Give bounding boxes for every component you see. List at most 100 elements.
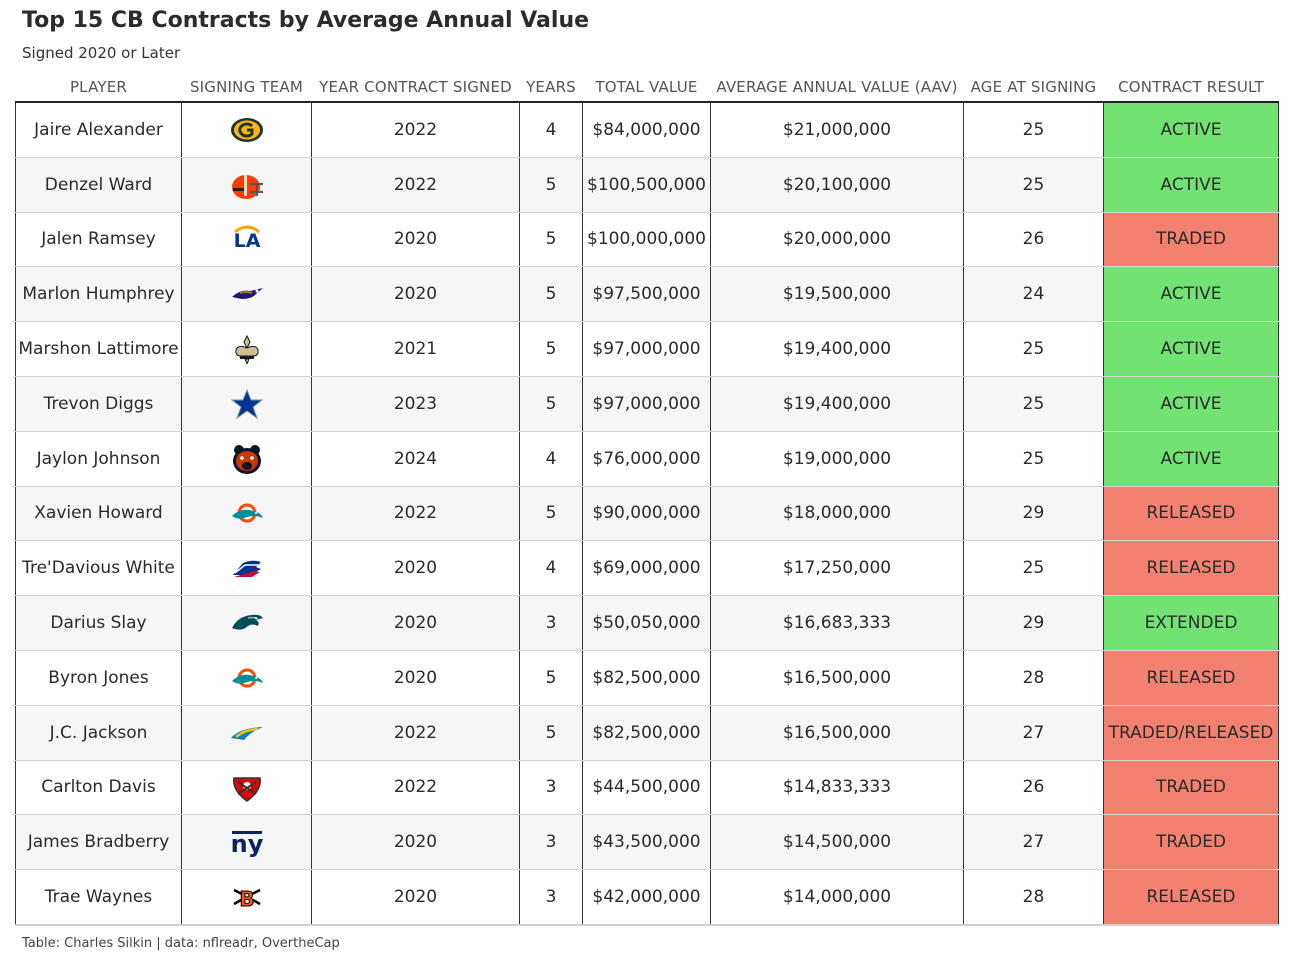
buccaneers-logo-icon — [230, 772, 264, 803]
table-row: Jaylon Johnson 2024 4 $76,000,000 $19,000,00… — [15, 430, 1279, 487]
player-name-cell: Marlon Humphrey — [15, 266, 182, 323]
signing-team-cell — [181, 101, 312, 158]
column-header-aav[interactable]: AVERAGE ANNUAL VALUE (AAV) — [710, 72, 964, 103]
player-name-cell: Jalen Ramsey — [15, 211, 182, 268]
years-cell: 5 — [519, 649, 583, 706]
age-cell: 25 — [963, 540, 1104, 597]
dolphins-logo-icon — [230, 663, 264, 693]
total-value-cell: $100,000,000 — [582, 211, 711, 268]
total-value-cell: $84,000,000 — [582, 101, 711, 158]
aav-cell: $20,000,000 — [710, 211, 964, 268]
year-signed-cell: 2020 — [311, 211, 520, 268]
player-name-cell: Darius Slay — [15, 595, 182, 651]
signing-team-cell: B — [181, 869, 312, 926]
browns-logo-icon — [230, 170, 264, 200]
aav-cell: $21,000,000 — [710, 101, 964, 158]
column-header-age[interactable]: AGE AT SIGNING — [963, 72, 1104, 103]
aav-cell: $19,500,000 — [710, 266, 964, 323]
age-cell: 24 — [963, 266, 1104, 323]
year-signed-cell: 2020 — [311, 649, 520, 706]
table-row: Jaire Alexander 2022 4 $84,000,000 $21,000,0… — [15, 101, 1279, 158]
year-signed-cell: 2022 — [311, 156, 520, 213]
signing-team-cell: LA — [181, 211, 312, 268]
aav-cell: $16,683,333 — [710, 595, 964, 651]
ravens-logo-icon — [230, 279, 264, 309]
contract-result-cell: RELEASED — [1103, 485, 1279, 542]
table-row: Trae Waynes B 2020 3 $42,000,000 $14,000,000 2… — [15, 869, 1279, 926]
year-signed-cell: 2022 — [311, 704, 520, 761]
signing-team-cell: ny — [181, 814, 312, 871]
total-value-cell: $44,500,000 — [582, 759, 711, 816]
player-name-cell: J.C. Jackson — [15, 704, 182, 761]
year-signed-cell: 2022 — [311, 759, 520, 816]
rams-logo-icon: LA — [230, 224, 264, 254]
contract-result-cell: EXTENDED — [1103, 595, 1279, 651]
signing-team-cell — [181, 156, 312, 213]
player-name-cell: Marshon Lattimore — [15, 321, 182, 377]
age-cell: 25 — [963, 101, 1104, 158]
column-header-player[interactable]: PLAYER — [15, 72, 182, 103]
total-value-cell: $100,500,000 — [582, 156, 711, 213]
svg-text:LA: LA — [233, 230, 260, 252]
giants-logo-icon: ny — [230, 827, 264, 858]
table-row: Marshon Lattimore 2021 5 $97,000,000 $19,400… — [15, 321, 1279, 377]
total-value-cell: $50,050,000 — [582, 595, 711, 651]
player-name-cell: Byron Jones — [15, 649, 182, 706]
aav-cell: $14,000,000 — [710, 869, 964, 926]
year-signed-cell: 2024 — [311, 430, 520, 487]
saints-logo-icon — [230, 334, 264, 366]
column-header-signing-team[interactable]: SIGNING TEAM — [181, 72, 312, 103]
years-cell: 5 — [519, 156, 583, 213]
contract-result-cell: ACTIVE — [1103, 375, 1279, 432]
signing-team-cell — [181, 759, 312, 816]
year-signed-cell: 2023 — [311, 375, 520, 432]
contract-result-cell: RELEASED — [1103, 649, 1279, 706]
column-header-year-signed[interactable]: YEAR CONTRACT SIGNED — [311, 72, 520, 103]
years-cell: 3 — [519, 595, 583, 651]
total-value-cell: $90,000,000 — [582, 485, 711, 542]
signing-team-cell — [181, 375, 312, 432]
table-row: Darius Slay 2020 3 $50,050,000 $16,683,333 29… — [15, 595, 1279, 651]
total-value-cell: $97,000,000 — [582, 375, 711, 432]
signing-team-cell — [181, 485, 312, 542]
page-title: Top 15 CB Contracts by Average Annual Va… — [22, 8, 590, 33]
age-cell: 25 — [963, 430, 1104, 487]
age-cell: 27 — [963, 814, 1104, 871]
aav-cell: $16,500,000 — [710, 649, 964, 706]
bills-logo-icon — [230, 553, 264, 583]
table-row: Carlton Davis 2022 3 $44,500,000 $14,833,333… — [15, 759, 1279, 816]
signing-team-cell — [181, 649, 312, 706]
age-cell: 27 — [963, 704, 1104, 761]
aav-cell: $14,500,000 — [710, 814, 964, 871]
age-cell: 25 — [963, 156, 1104, 213]
year-signed-cell: 2022 — [311, 485, 520, 542]
table-row: Denzel Ward 2022 5 $100,500,000 $20,100,000 2… — [15, 156, 1279, 213]
age-cell: 29 — [963, 595, 1104, 651]
player-name-cell: Tre'Davious White — [15, 540, 182, 597]
aav-cell: $19,400,000 — [710, 375, 964, 432]
source-caption: Table: Charles Silkin | data: nflreadr, … — [22, 936, 340, 951]
column-header-contract-result[interactable]: CONTRACT RESULT — [1103, 72, 1279, 103]
years-cell: 4 — [519, 540, 583, 597]
aav-cell: $16,500,000 — [710, 704, 964, 761]
table-header-row: PLAYER SIGNING TEAM YEAR CONTRACT SIGNED… — [15, 72, 1279, 103]
contracts-table: PLAYER SIGNING TEAM YEAR CONTRACT SIGNED… — [15, 72, 1279, 926]
table-row: Marlon Humphrey 2020 5 $97,500,000 $19,500,0… — [15, 266, 1279, 323]
column-header-years[interactable]: YEARS — [519, 72, 583, 103]
table-row: Trevon Diggs 2023 5 $97,000,000 $19,400,000 2… — [15, 375, 1279, 432]
years-cell: 3 — [519, 814, 583, 871]
table-row: J.C. Jackson 2022 5 $82,500,000 $16,500,000 2… — [15, 704, 1279, 761]
total-value-cell: $76,000,000 — [582, 430, 711, 487]
column-header-total-value[interactable]: TOTAL VALUE — [582, 72, 711, 103]
contract-result-cell: TRADED — [1103, 759, 1279, 816]
contract-result-cell: RELEASED — [1103, 540, 1279, 597]
chargers-logo-icon — [230, 718, 264, 748]
age-cell: 28 — [963, 649, 1104, 706]
signing-team-cell — [181, 704, 312, 761]
aav-cell: $14,833,333 — [710, 759, 964, 816]
year-signed-cell: 2020 — [311, 595, 520, 651]
table-row: Xavien Howard 2022 5 $90,000,000 $18,000,000… — [15, 485, 1279, 542]
table-row: Tre'Davious White 2020 4 $69,000,000 $17,250… — [15, 540, 1279, 597]
contract-result-cell: RELEASED — [1103, 869, 1279, 926]
years-cell: 3 — [519, 759, 583, 816]
